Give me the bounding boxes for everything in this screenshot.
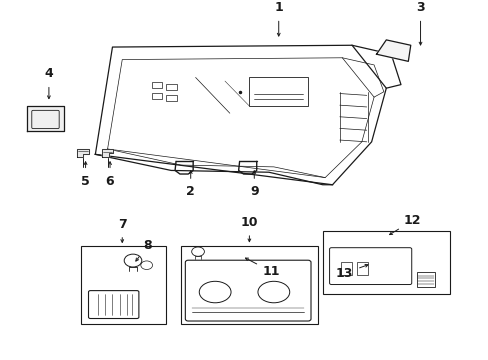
Text: 7: 7 (118, 217, 126, 231)
Bar (166, 95, 177, 101)
Bar (151, 93, 162, 99)
Polygon shape (102, 149, 113, 157)
Text: 4: 4 (44, 67, 53, 80)
Bar (181, 246, 317, 324)
Bar (322, 231, 449, 294)
Bar (166, 84, 177, 90)
Text: 11: 11 (262, 265, 279, 278)
Text: 12: 12 (403, 214, 420, 227)
Text: 3: 3 (415, 1, 424, 14)
Polygon shape (77, 149, 89, 157)
Bar (249, 77, 307, 106)
Text: 5: 5 (81, 175, 90, 188)
Text: 2: 2 (186, 185, 195, 198)
Bar (151, 82, 162, 88)
Polygon shape (376, 40, 410, 61)
Text: 6: 6 (105, 175, 114, 188)
Text: 13: 13 (334, 267, 352, 280)
Bar (81, 246, 166, 324)
Bar (356, 262, 367, 275)
Text: 9: 9 (249, 185, 258, 198)
Text: 10: 10 (240, 216, 258, 229)
Bar (416, 273, 434, 287)
Polygon shape (27, 106, 63, 131)
Bar (341, 262, 351, 275)
Text: 1: 1 (274, 1, 283, 14)
Text: 8: 8 (143, 239, 152, 252)
